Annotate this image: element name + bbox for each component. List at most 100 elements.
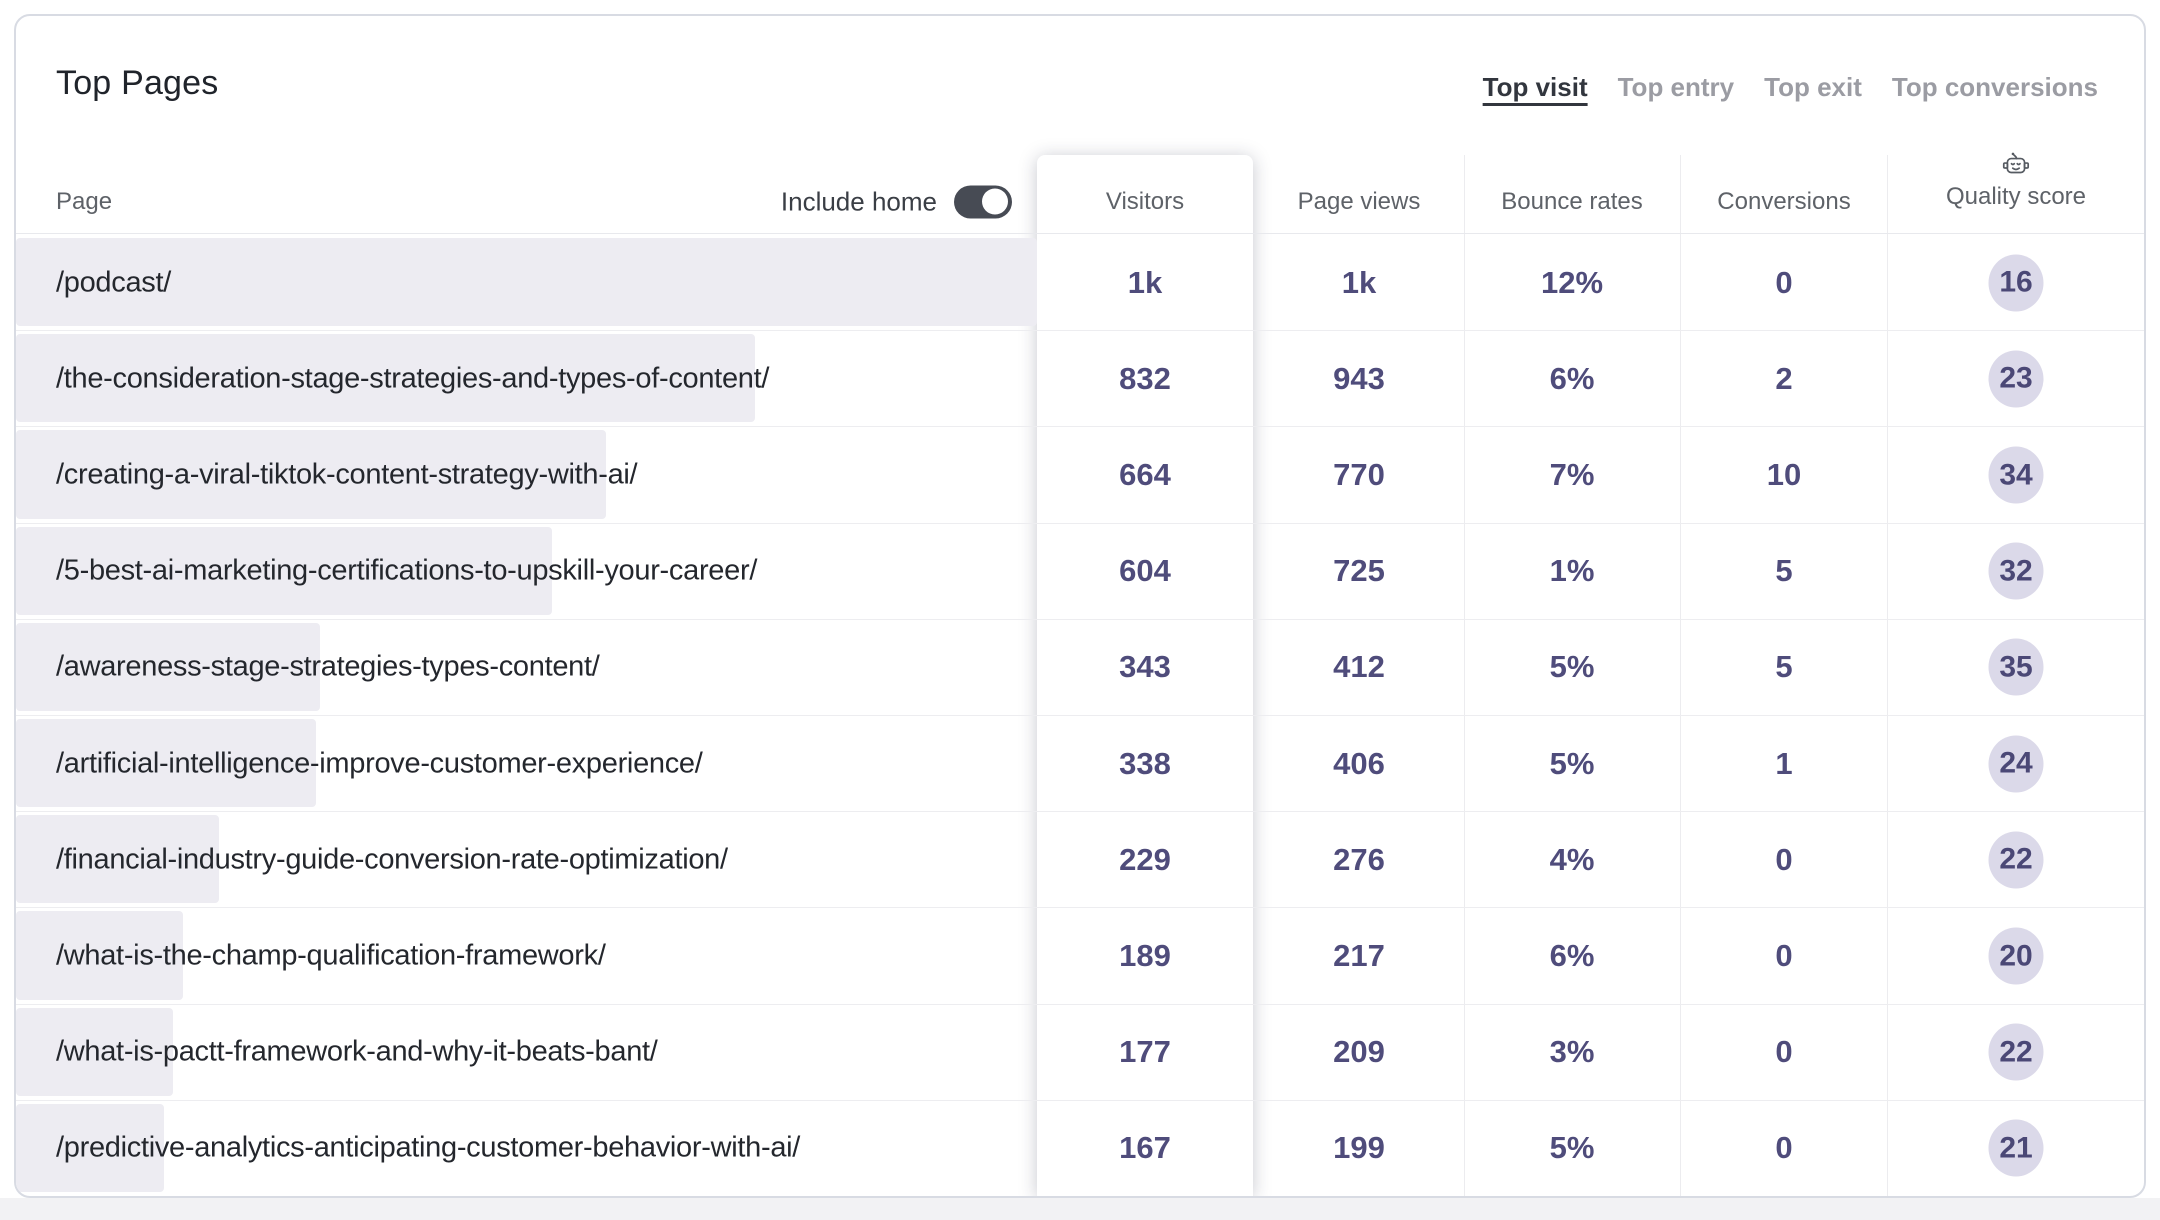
tab-top-entry[interactable]: Top entry [1617, 72, 1735, 102]
page-path[interactable]: /predictive-analytics-anticipating-custo… [56, 1131, 801, 1164]
table-row[interactable]: /awareness-stage-strategies-types-conten… [16, 620, 2144, 717]
bounce-rate-value: 6% [1549, 938, 1595, 974]
conversions-value: 0 [1775, 264, 1793, 300]
conversions-value: 0 [1775, 1130, 1793, 1166]
quality-score-badge: 16 [1988, 254, 2044, 312]
page-views-value: 412 [1333, 649, 1385, 685]
visitors-bar [16, 1103, 165, 1193]
visitors-bar [16, 430, 607, 519]
column-header-quality-label: Quality score [1945, 183, 2087, 210]
toggle-knob [982, 188, 1008, 215]
page-views-value: 406 [1333, 745, 1385, 781]
page-path[interactable]: /what-is-pactt-framework-and-why-it-beat… [56, 1035, 658, 1068]
include-home-control: Include home [781, 185, 1012, 218]
visitors-bar [16, 334, 756, 423]
conversions-value: 5 [1775, 649, 1793, 685]
table-row[interactable]: /financial-industry-guide-conversion-rat… [16, 812, 2144, 909]
column-header-page-views[interactable]: Page views [1297, 187, 1421, 215]
page-views-value: 199 [1333, 1130, 1385, 1166]
visitors-value: 177 [1119, 1034, 1171, 1070]
visitors-value: 229 [1119, 841, 1171, 877]
column-header-quality-score[interactable]: Quality score [1946, 150, 2086, 211]
table-row[interactable]: /the-consideration-stage-strategies-and-… [16, 331, 2144, 428]
table-row[interactable]: /predictive-analytics-anticipating-custo… [16, 1101, 2144, 1196]
page-path[interactable]: /awareness-stage-strategies-types-conten… [56, 650, 600, 683]
conversions-value: 1 [1775, 745, 1793, 781]
column-header-conversions[interactable]: Conversions [1717, 187, 1851, 215]
bounce-rate-value: 12% [1540, 264, 1604, 300]
column-header-bounce-rates[interactable]: Bounce rates [1501, 187, 1643, 215]
page-path[interactable]: /what-is-the-champ-qualification-framewo… [56, 939, 606, 972]
visitors-bar [16, 622, 321, 712]
conversions-value: 0 [1775, 841, 1793, 877]
page-background-strip [0, 1198, 2160, 1220]
tab-top-conversions[interactable]: Top conversions [1891, 72, 2098, 102]
visitors-bar [16, 815, 220, 904]
quality-score-badge: 23 [1988, 350, 2044, 408]
visitors-value: 343 [1119, 649, 1171, 685]
top-pages-card: Top Pages Top visit Top entry Top exit T… [14, 14, 2146, 1198]
visitors-value: 1k [1127, 264, 1163, 300]
page-path[interactable]: /the-consideration-stage-strategies-and-… [56, 362, 770, 395]
page-path[interactable]: /podcast/ [56, 266, 171, 299]
visitors-value: 189 [1119, 938, 1171, 974]
page-path[interactable]: /financial-industry-guide-conversion-rat… [56, 843, 728, 876]
conversions-value: 0 [1775, 1034, 1793, 1070]
quality-score-badge: 22 [1988, 831, 2044, 889]
page-path[interactable]: /creating-a-viral-tiktok-content-strateg… [56, 458, 638, 491]
visitors-bar [16, 526, 553, 615]
tab-top-visit[interactable]: Top visit [1482, 72, 1588, 102]
page-path[interactable]: /5-best-ai-marketing-certifications-to-u… [56, 554, 758, 587]
visitors-bar [16, 719, 317, 808]
visitors-bar [16, 238, 1037, 327]
tab-top-exit[interactable]: Top exit [1764, 72, 1862, 102]
bounce-rate-value: 5% [1549, 745, 1595, 781]
visitors-value: 832 [1119, 360, 1171, 396]
quality-score-badge: 24 [1988, 735, 2044, 793]
table-row[interactable]: /5-best-ai-marketing-certifications-to-u… [16, 524, 2144, 620]
visitors-value: 604 [1119, 553, 1171, 589]
robot-icon [2001, 150, 2031, 180]
table-row[interactable]: /creating-a-viral-tiktok-content-strateg… [16, 427, 2144, 524]
bounce-rate-value: 1% [1549, 553, 1595, 589]
visitors-bar [16, 911, 184, 1000]
column-header-visitors[interactable]: Visitors [1105, 187, 1185, 215]
quality-score-badge: 35 [1988, 638, 2044, 696]
bounce-rate-value: 5% [1549, 1130, 1595, 1166]
include-home-label: Include home [780, 186, 937, 216]
card-header: Top Pages Top visit Top entry Top exit T… [16, 16, 2144, 156]
quality-score-badge: 20 [1988, 927, 2044, 985]
conversions-value: 10 [1766, 457, 1802, 492]
conversions-value: 5 [1775, 553, 1793, 589]
visitors-column-highlight [1037, 155, 1253, 1196]
table-row[interactable]: /podcast/ 1k 1k 12% 0 16 [16, 235, 2144, 332]
bounce-rate-value: 4% [1549, 841, 1595, 877]
view-tabs: Top visit Top entry Top exit Top convers… [1483, 72, 2098, 103]
table-row[interactable]: /artificial-intelligence-improve-custome… [16, 716, 2144, 813]
quality-score-badge: 34 [1988, 446, 2044, 504]
visitors-value: 338 [1119, 745, 1171, 781]
table-header-row: Page Include home Visitors Page views Bo… [16, 152, 2144, 234]
conversions-value: 2 [1775, 360, 1793, 396]
page-views-value: 209 [1333, 1034, 1385, 1070]
page-path[interactable]: /artificial-intelligence-improve-custome… [56, 747, 703, 780]
quality-score-badge: 21 [1988, 1119, 2044, 1177]
column-header-page[interactable]: Page [56, 187, 113, 215]
column-divider [1464, 155, 1465, 1196]
visitors-value: 167 [1119, 1130, 1171, 1166]
table-row[interactable]: /what-is-pactt-framework-and-why-it-beat… [16, 1005, 2144, 1101]
page-views-value: 217 [1333, 938, 1385, 974]
page-views-value: 276 [1333, 841, 1385, 877]
bounce-rate-value: 3% [1549, 1034, 1595, 1070]
page-views-value: 1k [1341, 264, 1377, 300]
page-views-value: 943 [1333, 360, 1385, 396]
table-row[interactable]: /what-is-the-champ-qualification-framewo… [16, 908, 2144, 1005]
quality-score-badge: 22 [1988, 1023, 2044, 1081]
include-home-toggle[interactable] [954, 185, 1012, 218]
conversions-value: 0 [1775, 938, 1793, 974]
visitors-bar [16, 1007, 174, 1096]
table-body: /podcast/ 1k 1k 12% 0 16 /the-considerat… [16, 235, 2144, 1196]
visitors-value: 664 [1119, 457, 1171, 492]
page-views-value: 725 [1333, 553, 1385, 589]
quality-score-badge: 32 [1988, 542, 2044, 600]
